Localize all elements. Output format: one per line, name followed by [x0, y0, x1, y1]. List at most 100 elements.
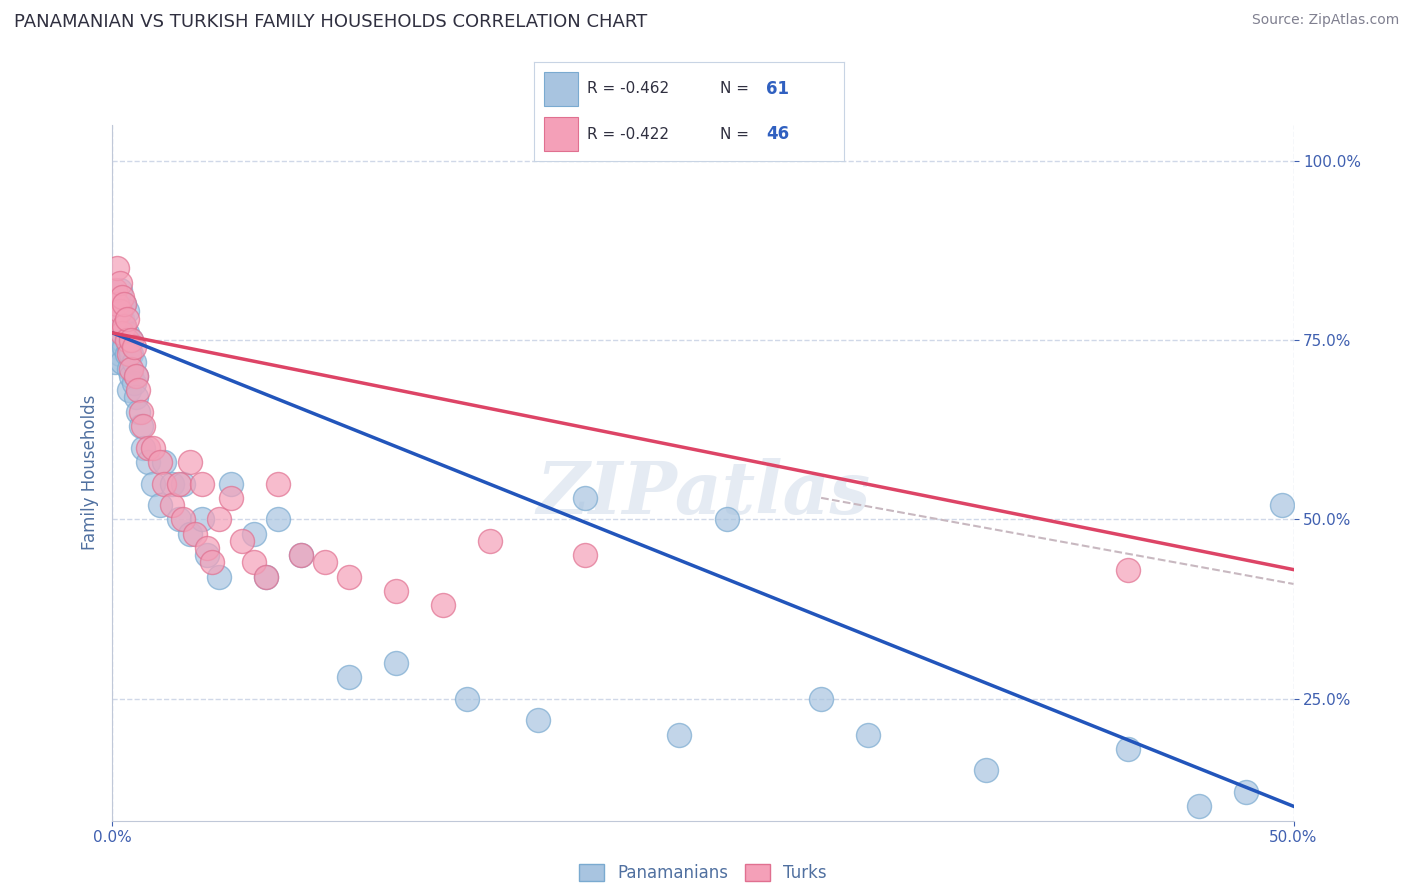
FancyBboxPatch shape — [544, 72, 578, 105]
FancyBboxPatch shape — [544, 118, 578, 151]
Point — [115, 311, 138, 326]
Point — [1188, 799, 1211, 814]
Point — [115, 326, 138, 340]
Point — [149, 455, 172, 469]
Point — [231, 533, 253, 548]
Point — [153, 455, 176, 469]
Point — [219, 491, 242, 505]
Point — [129, 405, 152, 419]
Point — [219, 476, 242, 491]
Point — [125, 368, 148, 383]
Point — [118, 384, 141, 398]
Point — [172, 476, 194, 491]
Point — [167, 512, 190, 526]
Point — [118, 340, 141, 354]
Point — [208, 570, 231, 584]
Point — [120, 333, 142, 347]
Point — [115, 304, 138, 318]
Point — [127, 405, 149, 419]
Point — [149, 498, 172, 512]
Point — [111, 290, 134, 304]
Point — [118, 361, 141, 376]
Point — [120, 368, 142, 383]
Point — [254, 570, 277, 584]
Point — [526, 713, 548, 727]
Point — [122, 376, 145, 390]
Point — [108, 304, 131, 318]
Point — [858, 728, 880, 742]
Point — [179, 526, 201, 541]
Point — [104, 326, 127, 340]
Point — [112, 318, 135, 333]
Point — [120, 361, 142, 376]
Point — [179, 455, 201, 469]
Point — [195, 541, 218, 555]
Point — [108, 283, 131, 297]
Point — [167, 476, 190, 491]
Text: R = -0.462: R = -0.462 — [586, 81, 669, 96]
Point — [108, 326, 131, 340]
Point — [112, 340, 135, 354]
Point — [142, 441, 165, 455]
Point — [153, 476, 176, 491]
Point — [105, 297, 128, 311]
Point — [267, 512, 290, 526]
Point — [104, 311, 127, 326]
Point — [104, 283, 127, 297]
Point — [810, 691, 832, 706]
Point — [243, 556, 266, 570]
Point — [337, 570, 360, 584]
Point — [160, 498, 183, 512]
Point — [976, 764, 998, 778]
Point — [111, 311, 134, 326]
Point — [1116, 563, 1139, 577]
Point — [208, 512, 231, 526]
Point — [195, 548, 218, 562]
Point — [129, 419, 152, 434]
Point — [120, 333, 142, 347]
Point — [385, 584, 408, 599]
Point — [574, 491, 596, 505]
Point — [337, 670, 360, 684]
Y-axis label: Family Households: Family Households — [80, 395, 98, 550]
Point — [111, 333, 134, 347]
Point — [105, 311, 128, 326]
Point — [136, 441, 159, 455]
Point — [267, 476, 290, 491]
Point — [479, 533, 502, 548]
Point — [105, 340, 128, 354]
Point — [191, 512, 214, 526]
Point — [112, 297, 135, 311]
Point — [668, 728, 690, 742]
Point — [112, 297, 135, 311]
Point — [243, 526, 266, 541]
Point — [290, 548, 312, 562]
Point — [1271, 498, 1294, 512]
Text: ZIPatlas: ZIPatlas — [536, 458, 870, 529]
Text: N =: N = — [720, 127, 754, 142]
Point — [1116, 742, 1139, 756]
Point — [105, 261, 128, 276]
Legend: Panamanians, Turks: Panamanians, Turks — [572, 857, 834, 888]
Point — [160, 476, 183, 491]
Point — [108, 347, 131, 361]
Point — [111, 354, 134, 368]
Text: R = -0.422: R = -0.422 — [586, 127, 669, 142]
Point — [105, 297, 128, 311]
Point — [112, 318, 135, 333]
Point — [201, 556, 224, 570]
Point — [111, 326, 134, 340]
Point — [125, 368, 148, 383]
Text: 61: 61 — [766, 80, 789, 98]
Point — [191, 476, 214, 491]
Point — [254, 570, 277, 584]
Point — [290, 548, 312, 562]
Point — [136, 455, 159, 469]
Point — [456, 691, 478, 706]
Point — [132, 419, 155, 434]
Point — [120, 347, 142, 361]
Point — [385, 656, 408, 670]
Point — [108, 304, 131, 318]
Point — [115, 333, 138, 347]
Point — [122, 340, 145, 354]
